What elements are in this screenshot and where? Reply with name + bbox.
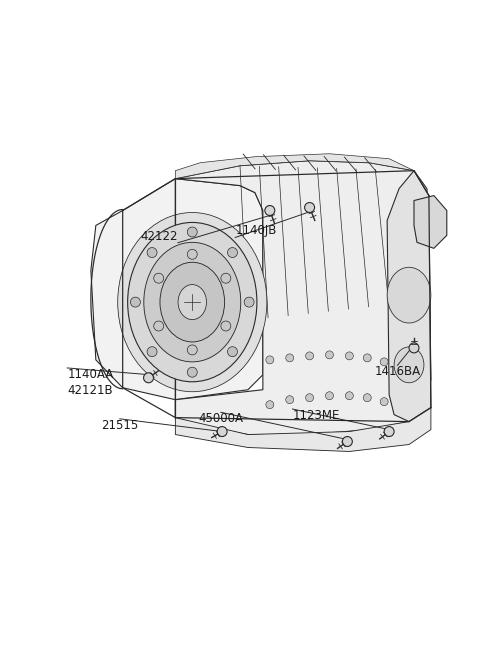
Polygon shape	[91, 179, 263, 400]
Ellipse shape	[384, 426, 394, 436]
Text: 1140AA: 1140AA	[67, 368, 113, 381]
Ellipse shape	[154, 273, 164, 283]
Ellipse shape	[178, 284, 206, 320]
Ellipse shape	[217, 426, 227, 436]
Polygon shape	[387, 171, 431, 422]
Ellipse shape	[154, 321, 164, 331]
Ellipse shape	[187, 250, 197, 259]
Ellipse shape	[131, 297, 140, 307]
Ellipse shape	[346, 392, 353, 400]
Ellipse shape	[380, 358, 388, 366]
Ellipse shape	[325, 392, 334, 400]
Ellipse shape	[363, 354, 371, 362]
Ellipse shape	[147, 248, 157, 257]
Ellipse shape	[409, 343, 419, 353]
Text: 1140JB: 1140JB	[235, 225, 276, 238]
Text: 42122: 42122	[141, 230, 178, 243]
Ellipse shape	[346, 352, 353, 360]
Ellipse shape	[306, 352, 313, 360]
Text: 42121B: 42121B	[67, 384, 113, 397]
Ellipse shape	[325, 351, 334, 359]
Ellipse shape	[228, 346, 238, 357]
Ellipse shape	[265, 206, 275, 215]
Text: 1416BA: 1416BA	[374, 365, 420, 379]
Text: 45000A: 45000A	[198, 412, 243, 425]
Ellipse shape	[144, 242, 241, 362]
Polygon shape	[175, 160, 431, 434]
Ellipse shape	[228, 248, 238, 257]
Ellipse shape	[187, 227, 197, 237]
Ellipse shape	[306, 394, 313, 402]
Ellipse shape	[147, 346, 157, 357]
Ellipse shape	[266, 356, 274, 364]
Ellipse shape	[187, 345, 197, 355]
Polygon shape	[175, 154, 414, 179]
Ellipse shape	[342, 436, 352, 447]
Polygon shape	[414, 196, 447, 248]
Ellipse shape	[286, 354, 294, 362]
Ellipse shape	[128, 223, 257, 382]
Ellipse shape	[387, 267, 431, 323]
Text: 21515: 21515	[101, 419, 138, 432]
Ellipse shape	[266, 401, 274, 409]
Text: 1123ME: 1123ME	[292, 409, 340, 422]
Ellipse shape	[187, 367, 197, 377]
Ellipse shape	[363, 394, 371, 402]
Ellipse shape	[305, 202, 314, 212]
Ellipse shape	[394, 347, 424, 383]
Ellipse shape	[221, 273, 231, 283]
Ellipse shape	[286, 396, 294, 403]
Ellipse shape	[144, 373, 154, 383]
Ellipse shape	[118, 212, 267, 392]
Polygon shape	[175, 407, 431, 451]
Ellipse shape	[380, 398, 388, 405]
Ellipse shape	[221, 321, 231, 331]
Ellipse shape	[160, 262, 225, 342]
Ellipse shape	[244, 297, 254, 307]
